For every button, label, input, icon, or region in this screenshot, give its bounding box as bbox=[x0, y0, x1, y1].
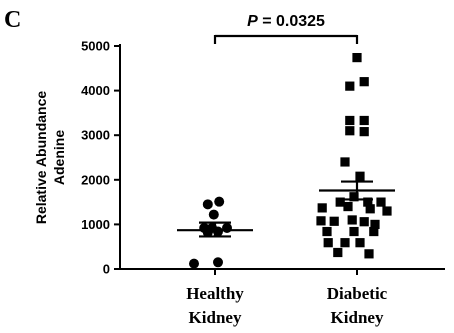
significance-label-p: P bbox=[247, 13, 258, 30]
data-point-square bbox=[363, 197, 373, 207]
data-point-square bbox=[340, 157, 350, 167]
data-point-circle bbox=[214, 196, 225, 207]
data-point-square bbox=[352, 52, 362, 63]
significance-bracket: P = 0.0325 bbox=[213, 13, 359, 44]
data-point-square bbox=[365, 204, 375, 214]
y-axis-title-line: Relative Abundance bbox=[33, 91, 49, 225]
x-category-label: Healthy Kidney bbox=[186, 284, 244, 327]
panel-letter: C bbox=[4, 7, 21, 33]
y-tick-label: 3000 bbox=[81, 128, 110, 143]
data-point-square bbox=[359, 127, 369, 137]
data-point-circle bbox=[222, 222, 232, 233]
data-point-circle bbox=[208, 209, 219, 220]
y-axis-title: Relative Abundance Adenine bbox=[33, 91, 67, 225]
y-axis-label: Relative Abundance Adenine bbox=[33, 91, 67, 225]
data-point-square bbox=[369, 226, 379, 237]
data-point-square bbox=[359, 217, 369, 227]
data-point-square bbox=[345, 115, 355, 126]
y-tick-label: 4000 bbox=[81, 83, 110, 98]
data-point-circle bbox=[213, 257, 223, 268]
y-tick-label: 1000 bbox=[81, 217, 110, 232]
data-point-square bbox=[355, 171, 365, 181]
data-point-square bbox=[359, 77, 369, 87]
data-point-square bbox=[355, 238, 365, 248]
x-category-label-line: Kidney bbox=[189, 308, 242, 327]
mean-sem-bars bbox=[177, 180, 395, 238]
data-point-square bbox=[333, 247, 343, 258]
data-point-square bbox=[317, 203, 327, 213]
data-point-square bbox=[323, 238, 333, 248]
data-point-square bbox=[343, 201, 353, 212]
x-category-label-line: Healthy bbox=[186, 284, 244, 303]
data-point-square bbox=[359, 115, 369, 126]
data-point-square bbox=[376, 197, 386, 207]
y-tick-label: 0 bbox=[103, 262, 110, 277]
y-ticks: 0 1000 2000 3000 4000 5000 bbox=[81, 39, 120, 277]
x-category-label-line: Kidney bbox=[331, 308, 384, 327]
data-point-square bbox=[347, 215, 357, 225]
data-point-square bbox=[349, 192, 359, 202]
axes bbox=[119, 44, 445, 270]
x-category-label-line: Diabetic bbox=[327, 284, 388, 303]
data-point-square bbox=[316, 216, 326, 226]
data-point-square bbox=[349, 226, 359, 237]
x-category-label: Diabetic Kidney bbox=[327, 284, 388, 327]
data-point-circle bbox=[202, 199, 213, 210]
y-tick-label: 2000 bbox=[81, 172, 110, 187]
data-point-square bbox=[329, 216, 339, 226]
data-point-square bbox=[322, 226, 332, 237]
significance-label: P = 0.0325 bbox=[247, 13, 325, 30]
data-point-square bbox=[364, 249, 374, 259]
y-axis-title-line: Adenine bbox=[51, 130, 67, 185]
data-point-square bbox=[335, 197, 345, 207]
data-point-circle bbox=[189, 258, 199, 269]
data-point-square bbox=[382, 206, 392, 216]
data-point-square bbox=[340, 238, 350, 248]
data-point-square bbox=[345, 81, 355, 91]
y-tick-label: 5000 bbox=[81, 39, 110, 54]
x-category-labels: Healthy Kidney Diabetic Kidney bbox=[186, 269, 388, 327]
data-point-square bbox=[370, 219, 380, 229]
data-point-square bbox=[345, 126, 355, 136]
significance-label-value: = 0.0325 bbox=[258, 13, 325, 30]
